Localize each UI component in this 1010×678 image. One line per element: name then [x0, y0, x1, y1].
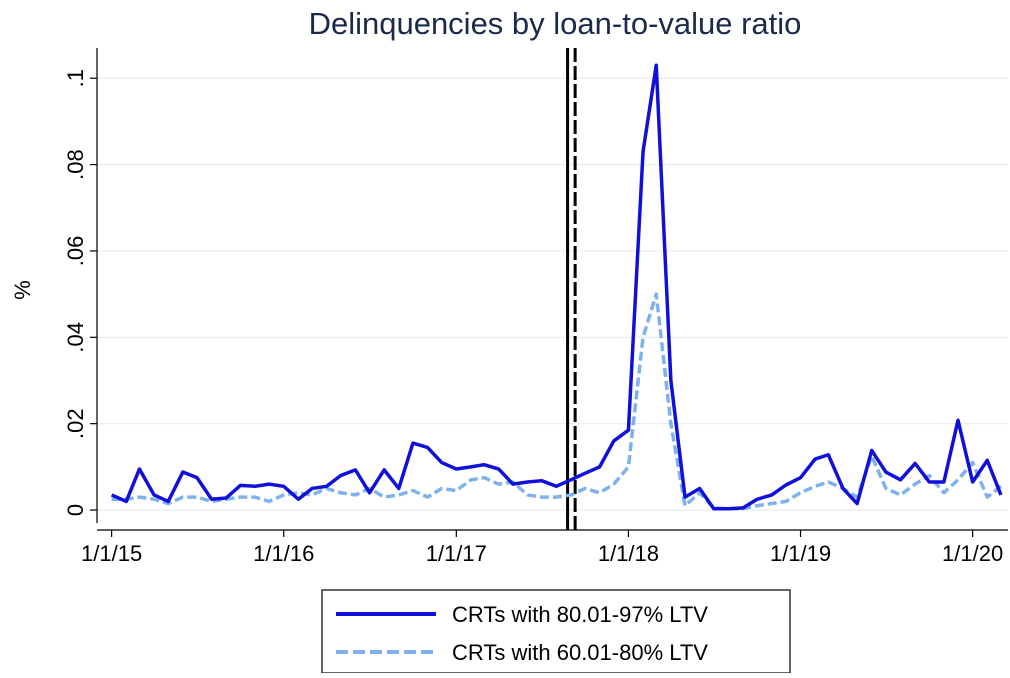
y-axis-label: %	[10, 280, 35, 300]
y-tick-label: 0	[63, 504, 88, 516]
x-tick-label: 1/1/20	[942, 541, 1003, 566]
series-line	[110, 63, 1003, 511]
legend-label: CRTs with 80.01-97% LTV	[452, 602, 708, 627]
x-tick-label: 1/1/15	[81, 541, 142, 566]
y-tick-label: .08	[63, 149, 88, 180]
y-tick-label: .02	[63, 408, 88, 439]
x-tick-label: 1/1/18	[598, 541, 659, 566]
x-tick-label: 1/1/16	[253, 541, 314, 566]
y-tick-label: .1	[63, 69, 88, 87]
x-tick-label: 1/1/17	[426, 541, 487, 566]
legend-label: CRTs with 60.01-80% LTV	[452, 640, 708, 665]
y-tick-label: .06	[63, 236, 88, 267]
series-line	[111, 292, 1003, 511]
y-tick-label: .04	[63, 322, 88, 353]
chart-title: Delinquencies by loan-to-value ratio	[309, 6, 802, 41]
legend-box	[321, 589, 791, 674]
x-tick-label: 1/1/19	[770, 541, 831, 566]
